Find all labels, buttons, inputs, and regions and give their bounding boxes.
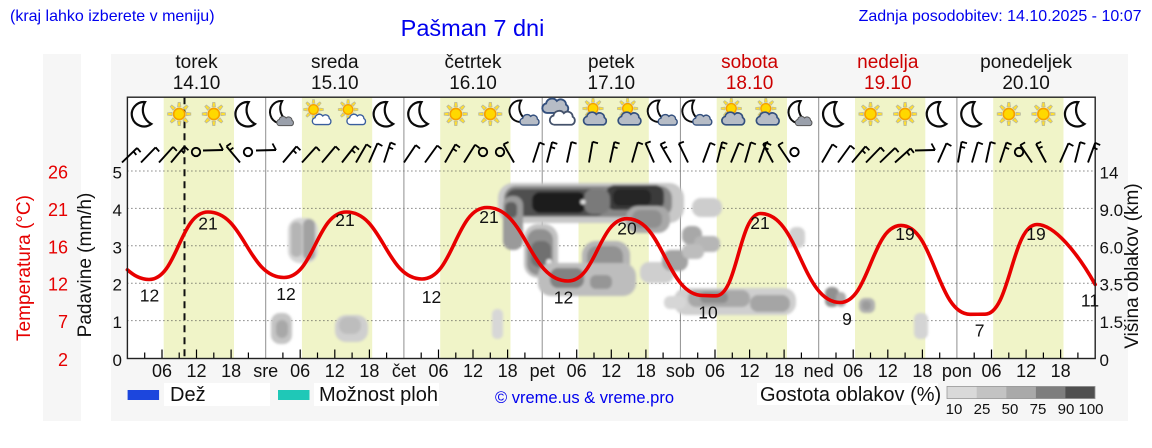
svg-text:12: 12 [48, 275, 68, 295]
svg-text:3.5: 3.5 [1100, 276, 1124, 295]
svg-text:2: 2 [113, 276, 122, 295]
svg-text:06: 06 [843, 361, 863, 381]
svg-text:06: 06 [152, 361, 172, 381]
svg-text:06: 06 [705, 361, 725, 381]
svg-text:3: 3 [113, 238, 122, 257]
svg-text:ned: ned [804, 361, 834, 381]
svg-text:5: 5 [113, 164, 122, 183]
svg-text:1.5: 1.5 [1100, 313, 1124, 332]
svg-text:12: 12 [422, 287, 441, 307]
svg-text:21: 21 [48, 200, 68, 220]
svg-text:19: 19 [895, 224, 914, 244]
svg-text:11: 11 [1081, 291, 1099, 311]
svg-text:petek: petek [588, 52, 635, 73]
svg-text:18: 18 [636, 361, 656, 381]
svg-text:19: 19 [1026, 224, 1045, 244]
svg-text:nedelja: nedelja [857, 52, 919, 73]
svg-text:100: 100 [1078, 401, 1103, 418]
svg-text:Možnost ploh: Možnost ploh [319, 384, 438, 406]
svg-text:12: 12 [463, 361, 483, 381]
svg-text:12: 12 [554, 288, 573, 308]
svg-text:sobota: sobota [721, 52, 778, 73]
svg-text:sreda: sreda [311, 52, 359, 73]
svg-text:21: 21 [750, 213, 769, 233]
svg-text:čet: čet [392, 361, 416, 381]
svg-text:90: 90 [1058, 401, 1075, 418]
svg-text:Gostota oblakov (%): Gostota oblakov (%) [760, 384, 941, 406]
svg-text:torek: torek [175, 52, 218, 73]
svg-text:Padavine (mm/h): Padavine (mm/h) [75, 193, 96, 338]
svg-text:12: 12 [325, 361, 345, 381]
svg-text:15.10: 15.10 [311, 73, 359, 94]
svg-text:© vreme.us & vreme.pro: © vreme.us & vreme.pro [495, 389, 674, 407]
svg-text:18: 18 [912, 361, 932, 381]
svg-text:12: 12 [740, 361, 760, 381]
svg-text:18: 18 [359, 361, 379, 381]
svg-text:10: 10 [946, 401, 963, 418]
svg-text:14.10: 14.10 [173, 73, 221, 94]
svg-text:20: 20 [617, 219, 637, 239]
svg-text:18.10: 18.10 [726, 73, 774, 94]
svg-text:19.10: 19.10 [864, 73, 912, 94]
svg-text:Dež: Dež [170, 384, 206, 406]
svg-text:06: 06 [290, 361, 310, 381]
svg-text:21: 21 [198, 214, 217, 234]
svg-text:26: 26 [48, 163, 68, 183]
svg-text:18: 18 [498, 361, 518, 381]
svg-text:18: 18 [774, 361, 794, 381]
svg-text:pon: pon [942, 361, 972, 381]
svg-text:pet: pet [530, 361, 555, 381]
svg-text:Zadnja posodobitev: 14.10.2025: Zadnja posodobitev: 14.10.2025 - 10:07 [859, 8, 1142, 25]
svg-text:Pašman 7 dni: Pašman 7 dni [401, 15, 545, 41]
svg-text:4: 4 [113, 201, 122, 220]
svg-text:10: 10 [698, 303, 718, 323]
svg-text:0: 0 [1100, 351, 1109, 370]
svg-text:12: 12 [276, 284, 295, 304]
svg-text:7: 7 [58, 312, 68, 332]
svg-text:1: 1 [113, 313, 122, 332]
svg-text:12: 12 [1016, 361, 1036, 381]
svg-text:06: 06 [567, 361, 587, 381]
svg-text:(kraj lahko izberete v meniju): (kraj lahko izberete v meniju) [10, 8, 215, 25]
svg-text:06: 06 [981, 361, 1001, 381]
svg-text:6.0: 6.0 [1100, 238, 1124, 257]
svg-text:16.10: 16.10 [449, 73, 497, 94]
svg-text:20.10: 20.10 [1002, 73, 1050, 94]
svg-text:12: 12 [140, 286, 159, 306]
svg-text:21: 21 [335, 210, 354, 230]
svg-text:21: 21 [479, 207, 498, 227]
svg-text:7: 7 [975, 321, 985, 341]
svg-text:0: 0 [113, 351, 122, 370]
svg-text:ponedeljek: ponedeljek [980, 52, 1072, 73]
svg-text:sre: sre [253, 361, 278, 381]
svg-text:četrtek: četrtek [444, 52, 502, 73]
svg-text:12: 12 [186, 361, 206, 381]
svg-text:18: 18 [1051, 361, 1071, 381]
svg-text:2: 2 [58, 350, 68, 370]
svg-text:16: 16 [48, 237, 68, 257]
svg-text:25: 25 [974, 401, 991, 418]
svg-text:Višina oblakov (km): Višina oblakov (km) [1122, 183, 1143, 348]
svg-text:75: 75 [1030, 401, 1047, 418]
svg-text:9.0: 9.0 [1100, 201, 1124, 220]
svg-text:12: 12 [878, 361, 898, 381]
svg-text:14: 14 [1100, 164, 1119, 183]
svg-text:sob: sob [666, 361, 695, 381]
svg-text:Temperatura (°C): Temperatura (°C) [14, 195, 35, 341]
svg-text:18: 18 [221, 361, 241, 381]
svg-text:9: 9 [842, 309, 852, 329]
svg-text:06: 06 [428, 361, 448, 381]
svg-text:50: 50 [1002, 401, 1019, 418]
svg-text:17.10: 17.10 [588, 73, 636, 94]
svg-text:12: 12 [601, 361, 621, 381]
